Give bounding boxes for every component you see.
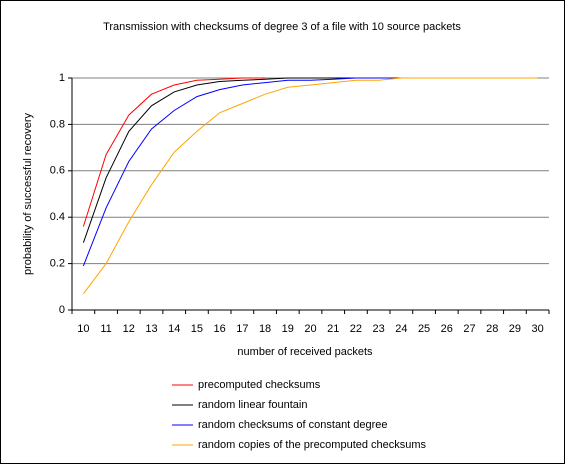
legend-label: random checksums of constant degree bbox=[198, 419, 388, 431]
x-axis-label: number of received packets bbox=[237, 346, 373, 358]
series-line bbox=[83, 77, 538, 295]
x-tick-label: 10 bbox=[77, 323, 89, 335]
x-tick-label: 14 bbox=[168, 323, 180, 335]
y-axis-label: probability of successful recovery bbox=[22, 112, 34, 275]
x-tick-label: 17 bbox=[236, 323, 248, 335]
x-tick-label: 16 bbox=[214, 323, 226, 335]
x-tick-label: 27 bbox=[463, 323, 475, 335]
x-tick-label: 13 bbox=[145, 323, 157, 335]
x-tick-label: 12 bbox=[123, 323, 135, 335]
x-tick-label: 19 bbox=[282, 323, 294, 335]
x-tick-label: 18 bbox=[259, 323, 271, 335]
series-line bbox=[82, 77, 379, 243]
x-tick-label: 29 bbox=[509, 323, 521, 335]
series-line bbox=[82, 77, 425, 267]
x-tick-label: 30 bbox=[532, 323, 544, 335]
x-tick-label: 28 bbox=[486, 323, 498, 335]
y-tick-label: 0.8 bbox=[50, 118, 65, 130]
y-tick-label: 0.4 bbox=[50, 211, 65, 223]
legend-label: precomputed checksums bbox=[198, 379, 321, 391]
x-tick-label: 15 bbox=[191, 323, 203, 335]
series-line bbox=[82, 77, 266, 227]
legend-label: random copies of the precomputed checksu… bbox=[198, 439, 427, 451]
x-tick-label: 11 bbox=[100, 323, 111, 335]
y-tick-label: 0.2 bbox=[50, 258, 65, 270]
x-tick-label: 26 bbox=[441, 323, 453, 335]
y-tick-label: 0 bbox=[59, 304, 65, 316]
x-tick-label: 21 bbox=[327, 323, 339, 335]
x-tick-label: 24 bbox=[395, 323, 407, 335]
legend-label: random linear fountain bbox=[198, 399, 307, 411]
x-tick-label: 20 bbox=[304, 323, 316, 335]
x-tick-label: 25 bbox=[418, 323, 430, 335]
y-tick-label: 0.6 bbox=[50, 165, 65, 177]
x-tick-label: 22 bbox=[350, 323, 362, 335]
chart-title: Transmission with checksums of degree 3 … bbox=[103, 21, 461, 33]
x-tick-label: 23 bbox=[373, 323, 385, 335]
y-tick-label: 1 bbox=[59, 72, 65, 84]
